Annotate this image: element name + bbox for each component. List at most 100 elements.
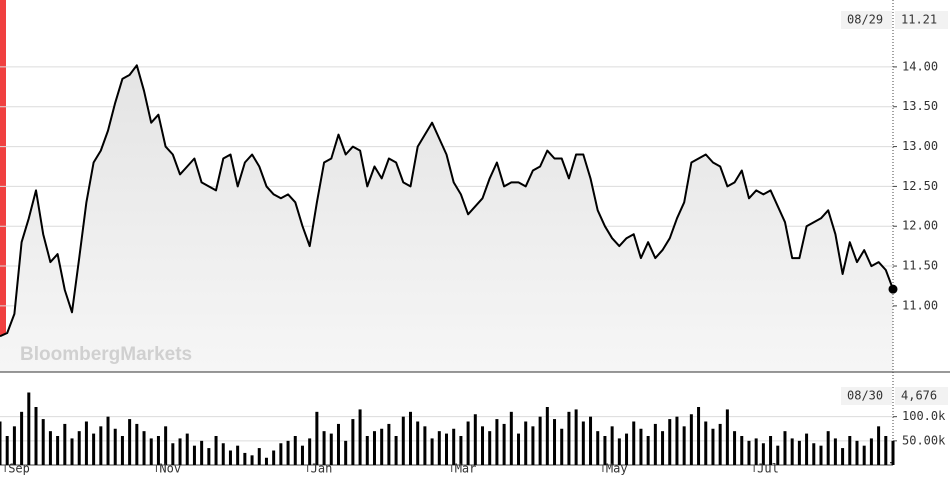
volume-bar — [545, 407, 549, 465]
volume-bar — [416, 421, 420, 465]
volume-bar — [445, 433, 448, 465]
volume-bar — [149, 438, 153, 465]
last-point — [888, 284, 898, 294]
volume-bar — [473, 414, 477, 465]
volume-bar — [517, 433, 521, 465]
volume-bar — [221, 443, 225, 465]
volume-bar — [531, 426, 535, 465]
volume-bar — [63, 423, 67, 465]
last-value: 4,676 — [901, 389, 937, 403]
volume-bar — [336, 423, 340, 465]
volume-bar — [329, 433, 333, 465]
last-date: 08/29 — [847, 13, 883, 27]
volume-bar — [315, 411, 319, 465]
volume-bar — [761, 443, 765, 465]
y-tick-label: 13.00 — [902, 139, 938, 153]
volume-bar — [437, 431, 441, 465]
y-tick-label: 12.50 — [902, 179, 938, 193]
volume-bar — [48, 431, 52, 465]
volume-bar — [20, 411, 24, 465]
volume-bar — [156, 436, 160, 465]
volume-bar — [279, 443, 283, 465]
volume-bar — [668, 419, 672, 465]
volume-bar — [27, 392, 31, 465]
volume-bar — [113, 428, 117, 465]
last-date-box — [841, 11, 892, 29]
volume-bar — [625, 433, 629, 465]
watermark: BloombergMarkets — [20, 344, 192, 365]
volume-bar — [358, 409, 362, 465]
volume-bar — [862, 445, 866, 465]
volume-bar — [142, 431, 146, 465]
y-tick-label: 50.00k — [902, 433, 946, 447]
volume-bar — [826, 431, 830, 465]
volume-bar — [430, 438, 434, 465]
volume-bar — [524, 421, 528, 465]
volume-bar — [164, 426, 168, 465]
volume-bar — [833, 438, 837, 465]
volume-bar — [596, 431, 600, 465]
volume-bar — [0, 421, 2, 465]
volume-bar — [646, 436, 650, 465]
volume-bar — [812, 443, 816, 465]
volume-bar — [632, 421, 636, 465]
volume-bar — [228, 450, 232, 465]
volume-bar — [553, 419, 557, 465]
volume-bar — [214, 436, 218, 465]
y-tick-label: 11.50 — [902, 259, 938, 273]
x-tick-label: May — [606, 462, 628, 476]
volume-bar — [272, 450, 276, 465]
volume-bar — [300, 445, 304, 465]
volume-bar — [718, 423, 722, 465]
volume-bar — [70, 438, 74, 465]
volume-bar — [733, 431, 737, 465]
volume-bar — [120, 436, 124, 465]
volume-bar — [725, 409, 729, 465]
volume-bar — [236, 445, 240, 465]
last-value-box — [895, 387, 948, 405]
volume-bar — [855, 440, 859, 465]
last-date: 08/30 — [847, 389, 883, 403]
y-tick-label: 11.00 — [902, 298, 938, 312]
volume-bar — [589, 416, 593, 465]
last-date-box — [841, 387, 892, 405]
volume-bar — [12, 426, 16, 465]
volume-bar — [509, 411, 513, 465]
volume-bar — [41, 419, 45, 465]
y-tick-label: 13.50 — [902, 99, 938, 113]
volume-bar — [617, 438, 621, 465]
volume-bar — [581, 421, 585, 465]
x-tick-label: Jul — [757, 462, 779, 476]
volume-bar — [488, 431, 492, 465]
volume-bar — [481, 426, 485, 465]
volume-bar — [689, 414, 693, 465]
volume-bar — [610, 426, 614, 465]
volume-bar — [776, 445, 780, 465]
volume-bar — [308, 438, 312, 465]
volume-bar — [697, 407, 701, 465]
volume-bar — [257, 448, 261, 465]
volume-bar — [891, 440, 895, 465]
volume-bar — [747, 440, 751, 465]
y-tick-label: 100.0k — [902, 409, 946, 423]
volume-bar — [264, 457, 268, 465]
volume-bar — [365, 436, 369, 465]
volume-bar — [380, 428, 384, 465]
volume-bar — [106, 416, 110, 465]
volume-bar — [77, 431, 81, 465]
volume-bar — [372, 431, 376, 465]
x-tick-label: Sep — [8, 462, 30, 476]
volume-bar — [661, 431, 665, 465]
volume-bar — [754, 438, 758, 465]
volume-bar — [769, 436, 773, 465]
volume-bar — [344, 440, 348, 465]
volume-bar — [869, 438, 873, 465]
volume-bar — [387, 423, 391, 465]
last-value-box — [895, 11, 948, 29]
x-tick-label: Nov — [159, 462, 181, 476]
volume-bar — [322, 431, 326, 465]
volume-bar — [805, 433, 809, 465]
volume-bar — [185, 433, 189, 465]
